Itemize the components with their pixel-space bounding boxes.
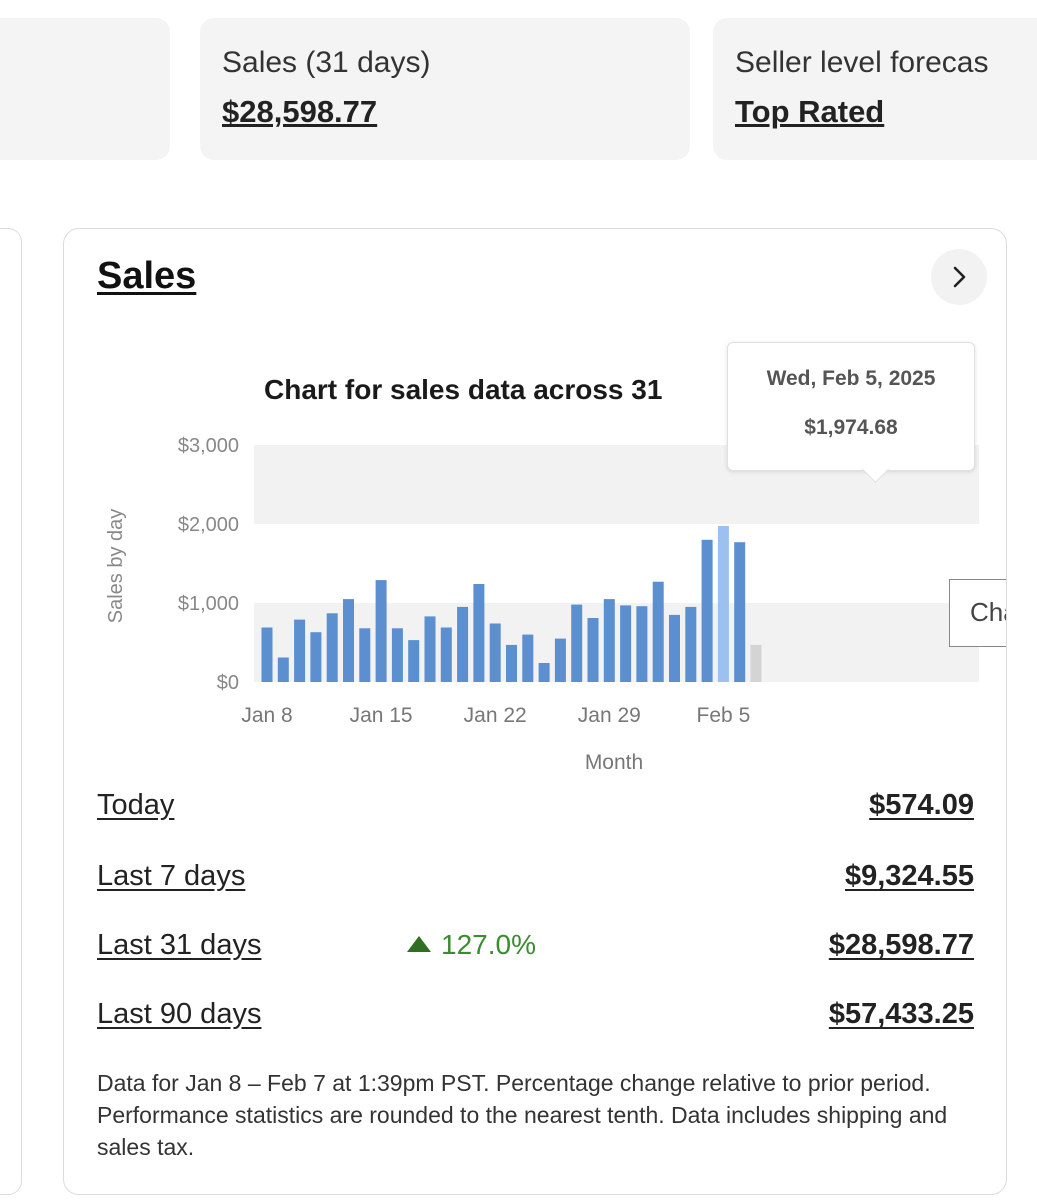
sales-31-days-label: Sales (31 days) xyxy=(222,46,431,79)
y-tick-label: $3,000 xyxy=(178,435,239,457)
trend-up-icon xyxy=(407,936,431,952)
chart-y-axis-label: Sales by day xyxy=(105,509,127,624)
stat-row-last-31-days: Last 31 days 127.0% $28,598.77 xyxy=(97,929,974,979)
stat-row-last-90-days: Last 90 days $57,433.25 xyxy=(97,998,974,1048)
chart-bar-feb-5[interactable] xyxy=(717,526,729,682)
chart-bar-feb-2[interactable] xyxy=(669,614,680,682)
summary-tile-left[interactable] xyxy=(0,18,170,160)
chevron-right-icon xyxy=(953,266,966,288)
chart-bar-jan-31[interactable] xyxy=(636,606,648,682)
y-tick-label: $1,000 xyxy=(178,593,239,615)
x-tick-label: Jan 29 xyxy=(578,704,641,727)
sales-details-button[interactable] xyxy=(931,249,987,305)
y-tick-label: $0 xyxy=(217,672,239,694)
chart-bar-feb-4[interactable] xyxy=(701,539,713,682)
chart-bar-jan-19[interactable] xyxy=(440,627,452,683)
chart-bar-jan-25[interactable] xyxy=(538,663,550,682)
x-tick-label: Jan 8 xyxy=(241,704,292,727)
seller-level-tile[interactable]: Seller level forecas Top Rated xyxy=(713,18,1037,160)
stat-value-last-90-days[interactable]: $57,433.25 xyxy=(828,998,974,1030)
sales-card: Sales $0 $1,000 $2,000 $3,000 Jan 8 Jan 15 Ja… xyxy=(63,228,1007,1195)
stat-change-value: 127.0% xyxy=(441,929,536,960)
sales-bar-chart: $0 $1,000 $2,000 $3,000 Jan 8 Jan 15 Jan 22 Ja… xyxy=(105,435,979,774)
stat-value-today[interactable]: $574.09 xyxy=(869,789,974,821)
chart-bar-jan-24[interactable] xyxy=(522,634,534,682)
stat-label-last-90-days[interactable]: Last 90 days xyxy=(97,998,262,1030)
chart-bar-jan-13[interactable] xyxy=(343,599,354,682)
data-footnote: Data for Jan 8 – Feb 7 at 1:39pm PST. Pe… xyxy=(97,1070,948,1160)
chart-bar-jan-9[interactable] xyxy=(277,657,289,683)
x-tick-label: Jan 22 xyxy=(464,704,527,727)
chart-bar-feb-1[interactable] xyxy=(652,581,664,682)
chart-grid-band xyxy=(254,603,979,682)
left-card-edge xyxy=(0,228,22,1195)
chart-bar-jan-12[interactable] xyxy=(326,613,338,682)
seller-level-label: Seller level forecas xyxy=(735,46,989,79)
chart-bar-jan-26[interactable] xyxy=(554,638,566,682)
stat-row-today: Today $574.09 xyxy=(97,789,974,839)
chart-bar-jan-11[interactable] xyxy=(310,632,322,682)
chart-bar-jan-18[interactable] xyxy=(424,616,436,682)
stat-change-last-31-days: 127.0% xyxy=(407,929,536,961)
chart-bar-jan-22[interactable] xyxy=(489,623,501,683)
chart-bar-feb-6[interactable] xyxy=(734,542,746,682)
chart-badge: Chart xyxy=(949,579,1006,647)
chart-bar-feb-3[interactable] xyxy=(685,606,697,682)
chart-bar-jan-14[interactable] xyxy=(359,628,371,682)
chart-bar-jan-15[interactable] xyxy=(375,580,387,682)
sales-card-title[interactable]: Sales xyxy=(97,255,197,297)
chart-bar-jan-16[interactable] xyxy=(391,628,403,682)
tooltip-value: $1,974.68 xyxy=(804,416,898,439)
stat-label-last-31-days[interactable]: Last 31 days xyxy=(97,929,262,961)
chart-tooltip: Wed, Feb 5, 2025 $1,974.68 xyxy=(727,342,975,483)
stat-label-today[interactable]: Today xyxy=(97,789,175,821)
stat-row-last-7-days: Last 7 days $9,324.55 xyxy=(97,860,974,910)
chart-bar-jan-8[interactable] xyxy=(261,627,273,683)
chart-bar-jan-21[interactable] xyxy=(473,584,485,682)
stat-value-last-31-days[interactable]: $28,598.77 xyxy=(828,929,974,961)
seller-level-value[interactable]: Top Rated xyxy=(735,94,885,129)
chart-title: Chart for sales data across 31 xyxy=(264,374,663,405)
chart-bar-jan-20[interactable] xyxy=(457,606,469,682)
tooltip-date: Wed, Feb 5, 2025 xyxy=(766,367,936,390)
chart-x-axis-label: Month xyxy=(585,751,643,774)
chart-bar-jan-28[interactable] xyxy=(587,618,599,682)
chart-badge-label: Chart xyxy=(970,597,1006,627)
stat-label-last-7-days[interactable]: Last 7 days xyxy=(97,860,246,892)
y-tick-label: $2,000 xyxy=(178,514,239,536)
stat-value-last-7-days[interactable]: $9,324.55 xyxy=(844,860,974,892)
x-tick-label: Feb 5 xyxy=(697,704,751,727)
sales-31-days-tile[interactable]: Sales (31 days) $28,598.77 xyxy=(200,18,690,160)
chart-bar-jan-17[interactable] xyxy=(408,640,420,682)
x-tick-label: Jan 15 xyxy=(350,704,413,727)
chart-bar-jan-30[interactable] xyxy=(620,605,632,682)
chart-bar-feb-7[interactable] xyxy=(750,644,762,682)
sales-31-days-value[interactable]: $28,598.77 xyxy=(222,94,378,129)
chart-bar-jan-10[interactable] xyxy=(294,619,306,682)
chart-bar-jan-23[interactable] xyxy=(506,644,517,682)
chart-bar-jan-27[interactable] xyxy=(571,604,583,682)
chart-bar-jan-29[interactable] xyxy=(603,599,615,682)
